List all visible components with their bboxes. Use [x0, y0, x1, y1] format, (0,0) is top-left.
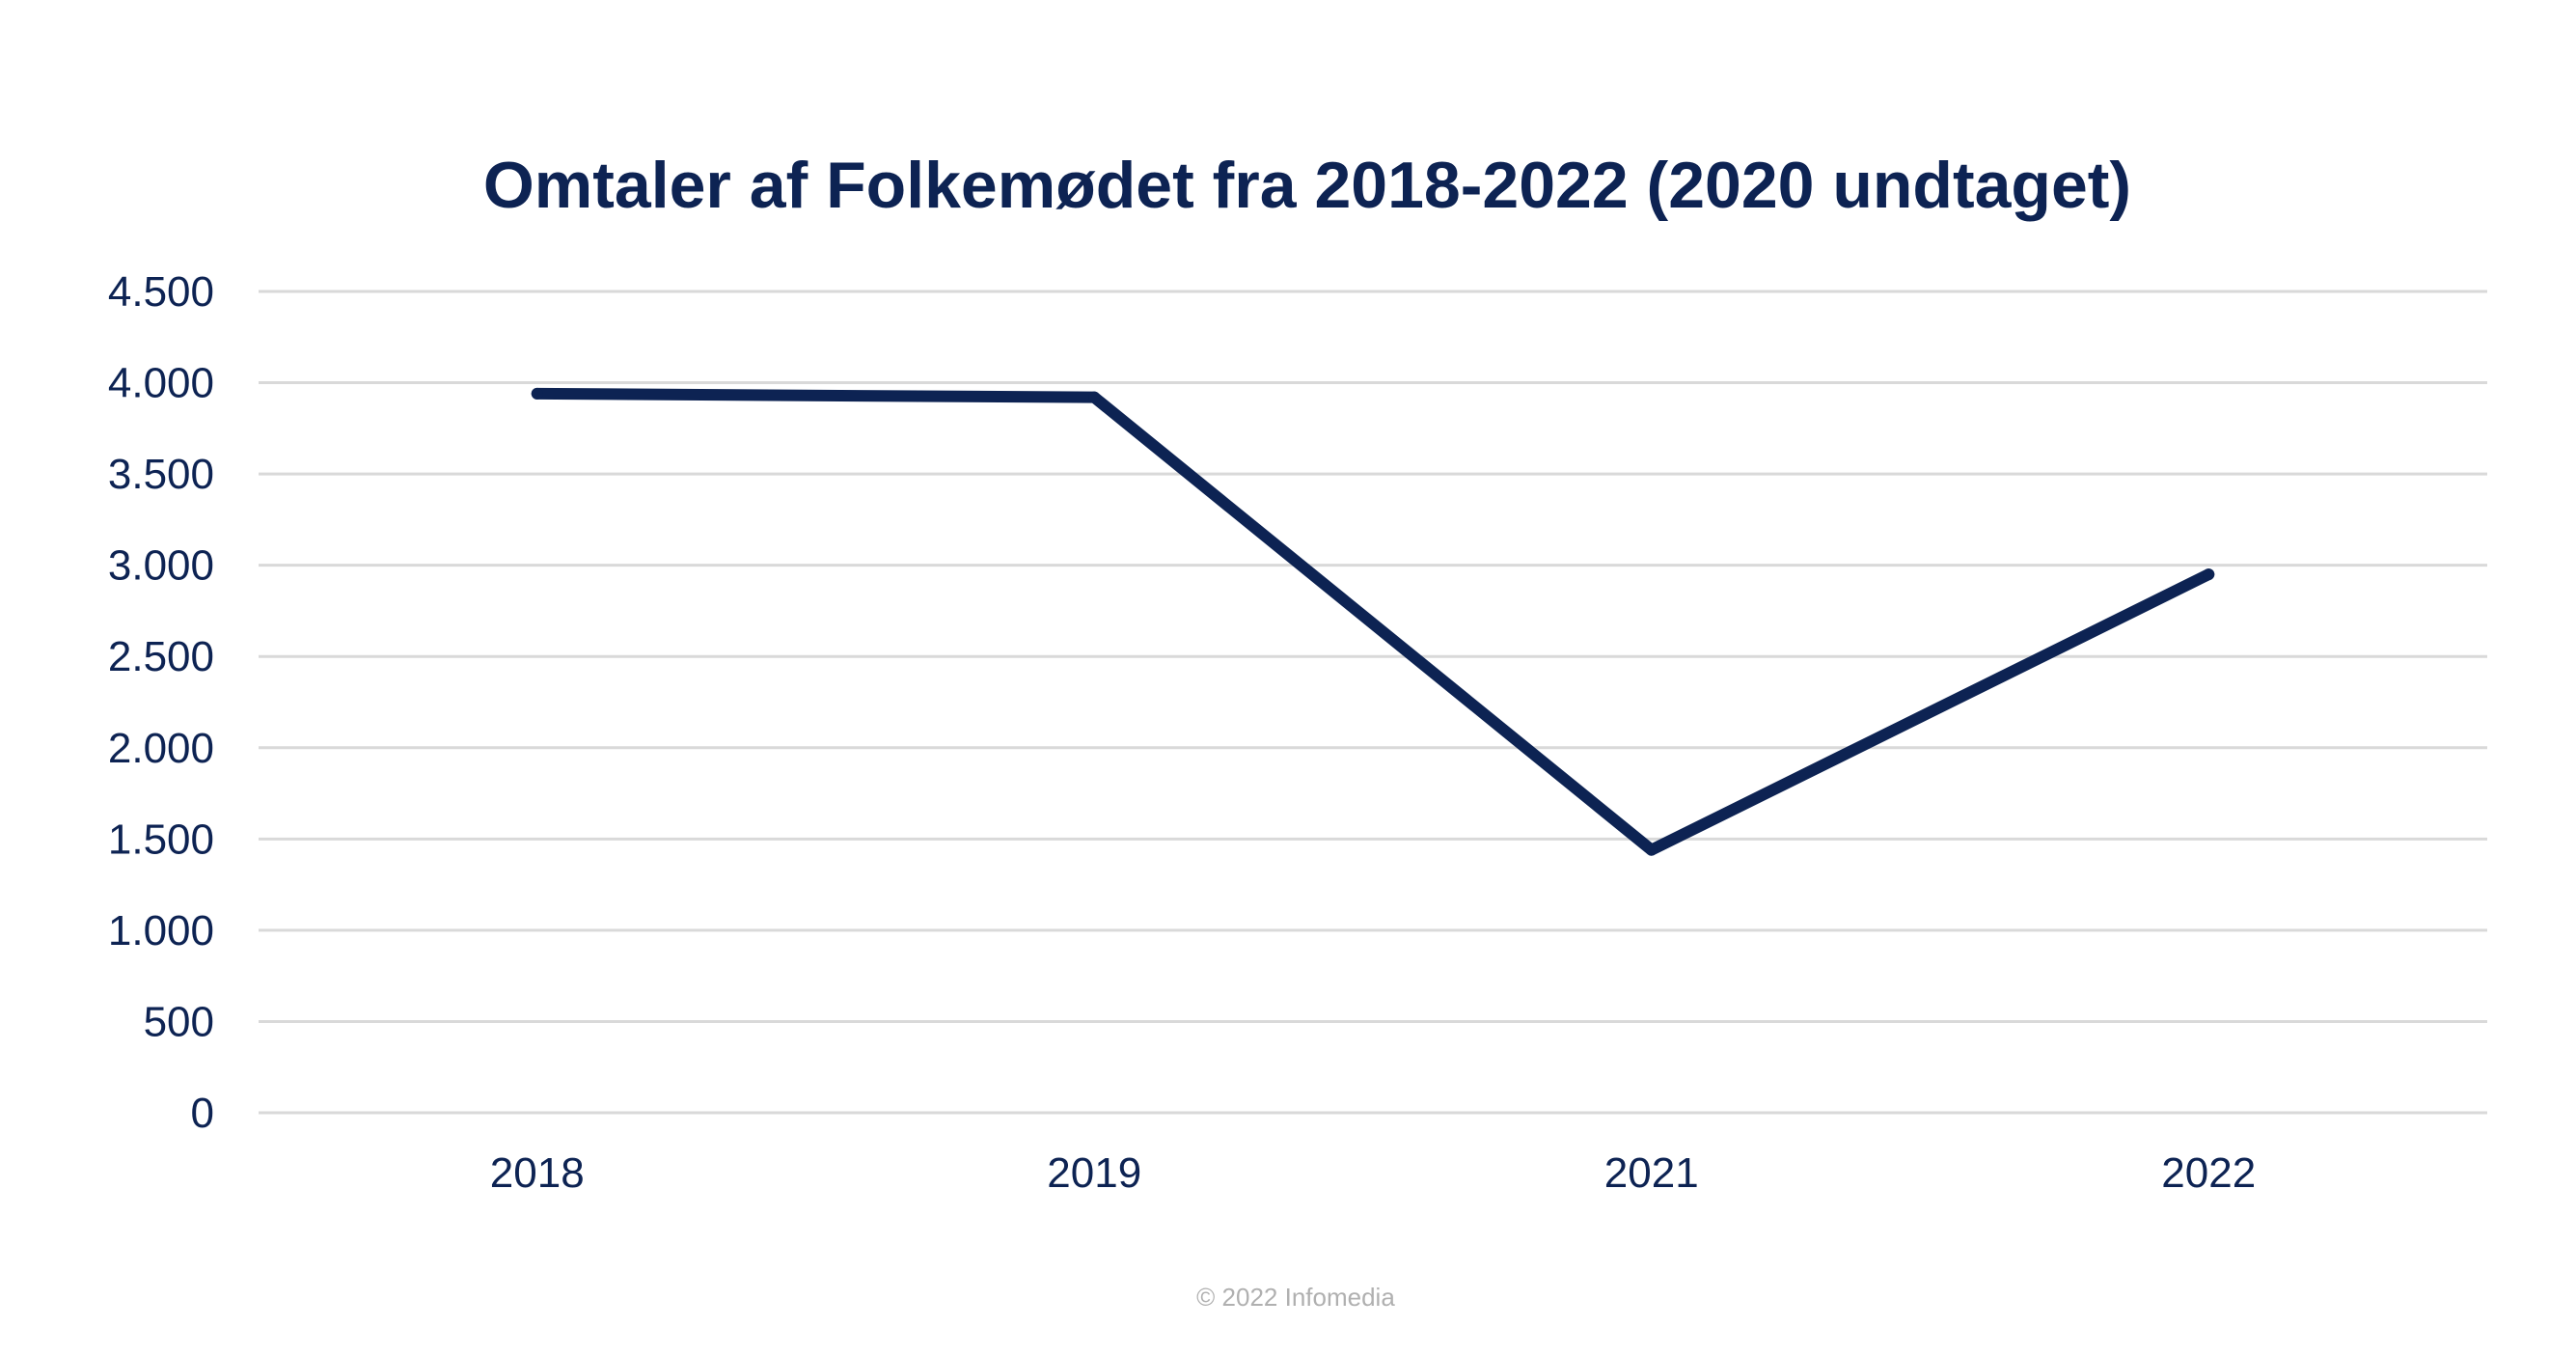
y-tick-label: 2.500: [108, 633, 214, 680]
y-tick-label: 0: [191, 1090, 214, 1137]
data-point: [531, 387, 543, 400]
y-tick-label: 500: [144, 998, 214, 1045]
data-point: [1645, 843, 1658, 856]
data-point: [2203, 568, 2215, 581]
x-axis-tick-labels: 2018 2019 2021 2022: [490, 1149, 2256, 1197]
footer-credit: © 2022 Infomedia: [1196, 1283, 1395, 1312]
data-point: [1088, 391, 1101, 403]
y-tick-label: 2.000: [108, 725, 214, 772]
x-tick-label: 2019: [1047, 1149, 1141, 1197]
chart-title: Omtaler af Folkemødet fra 2018-2022 (202…: [483, 149, 2131, 222]
y-tick-label: 3.500: [108, 451, 214, 498]
x-tick-label: 2022: [2161, 1149, 2256, 1197]
y-tick-label: 4.000: [108, 360, 214, 407]
series-line: [531, 387, 2215, 856]
series-layer: [531, 387, 2215, 856]
y-axis-tick-labels: 0 500 1.000 1.500 2.000 2.500 3.000 3.500 4.000 4…: [108, 268, 214, 1137]
x-tick-label: 2018: [490, 1149, 585, 1197]
x-tick-label: 2021: [1604, 1149, 1699, 1197]
y-tick-label: 1.000: [108, 907, 214, 954]
y-tick-label: 3.000: [108, 542, 214, 590]
y-tick-label: 4.500: [108, 268, 214, 316]
y-tick-label: 1.500: [108, 816, 214, 863]
gridlines: [259, 290, 2487, 1115]
